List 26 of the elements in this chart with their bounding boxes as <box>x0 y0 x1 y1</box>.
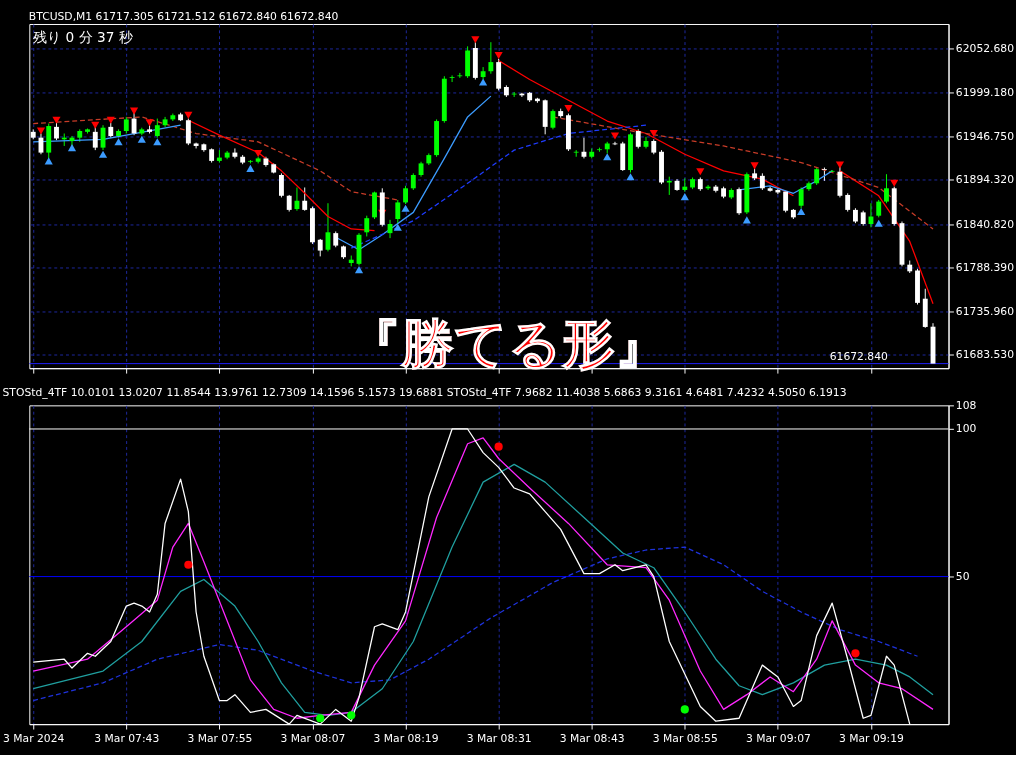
y-tick-label: 61683.530 <box>955 348 1015 362</box>
x-tick-label: 3 Mar 07:43 <box>94 732 160 746</box>
y-tick-label: 62052.680 <box>955 41 1015 55</box>
y-tick-label: 50 <box>955 569 970 583</box>
annotation: 『勝てる形』 <box>348 313 669 375</box>
chart-title: BTCUSD,M1 61717.305 61721.512 61672.840 61672.840 <box>28 10 339 24</box>
y-tick-label: 61894.320 <box>955 173 1015 187</box>
y-tick-label: 61788.390 <box>955 261 1015 275</box>
y-tick-label: 61735.960 <box>955 304 1015 318</box>
x-tick-label: 3 Mar 2024 <box>3 732 65 746</box>
annotation: 残り 0 分 37 秒 <box>33 28 133 45</box>
y-tick-label: 100 <box>955 422 977 436</box>
x-tick-label: 3 Mar 09:19 <box>838 732 905 746</box>
x-tick-label: 3 Mar 09:07 <box>745 732 811 746</box>
ref-line-label: 61672.840 <box>829 349 889 363</box>
y-tick-label: 61999.180 <box>955 86 1015 100</box>
chart-title: STOStd_4TF 10.0101 13.0207 11.8544 13.9761 12.7309 14.1596 5.1573 19.6881 STOStd_4TF 7.9682 11.4038 5.6863 9.3161 4.6481 7.4232 4.5050 6.1913 <box>2 385 847 399</box>
x-tick-label: 3 Mar 08:07 <box>280 732 346 746</box>
x-tick-label: 3 Mar 08:19 <box>373 732 439 746</box>
x-tick-label: 3 Mar 08:55 <box>652 732 718 746</box>
y-tick-label: 61840.820 <box>955 217 1015 231</box>
x-tick-label: 3 Mar 08:31 <box>466 732 532 746</box>
x-tick-label: 3 Mar 07:55 <box>187 732 253 746</box>
y-tick-label: 108 <box>955 398 977 412</box>
y-tick-label: 61946.750 <box>955 129 1015 143</box>
x-tick-label: 3 Mar 08:43 <box>559 732 625 746</box>
